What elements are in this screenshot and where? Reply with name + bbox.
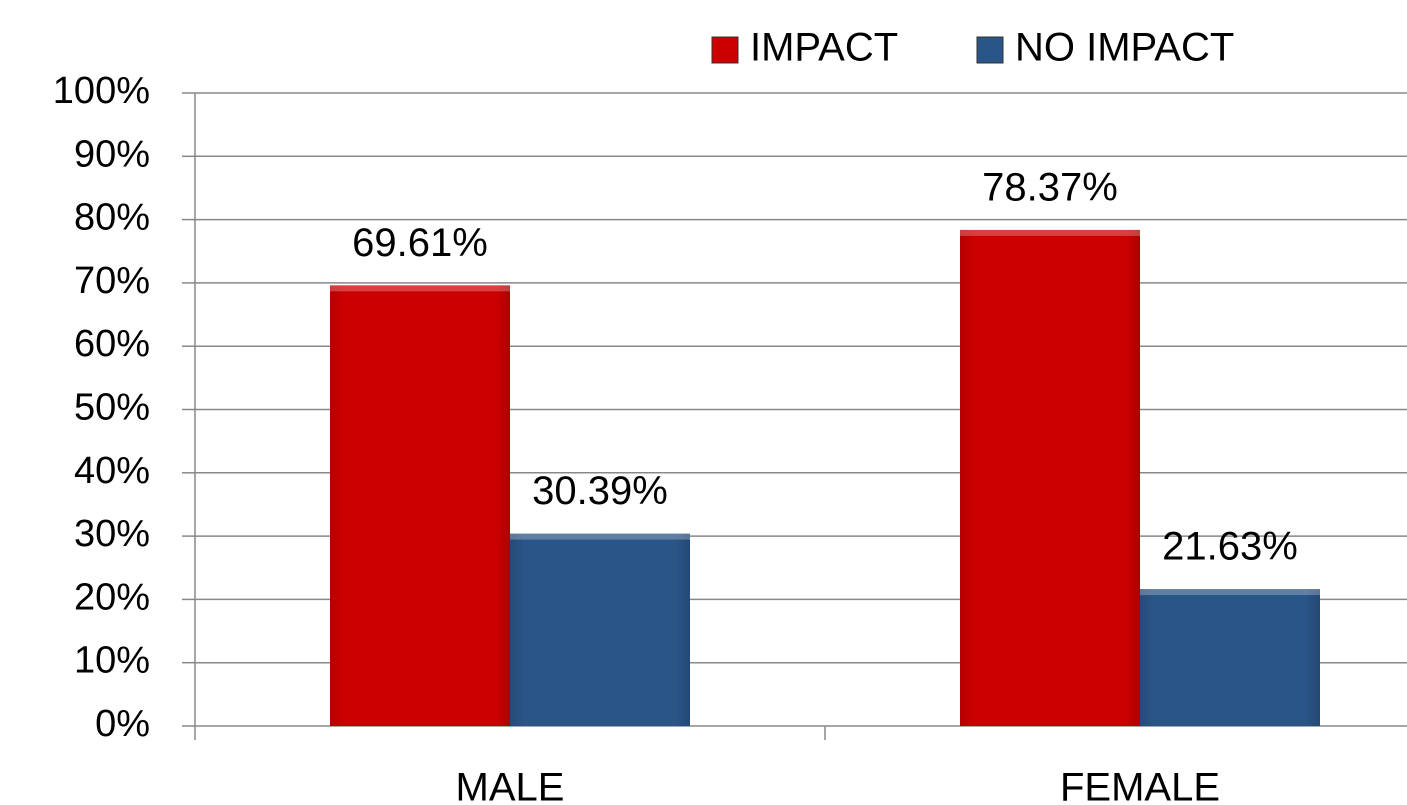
y-tick-label: 90% (74, 133, 150, 175)
value-label: 69.61% (352, 221, 488, 265)
bar-top (330, 285, 510, 292)
bar-shade (330, 285, 510, 726)
bar-top (960, 229, 1140, 236)
y-tick-label: 20% (74, 576, 150, 618)
x-tick-label: MALE (456, 766, 565, 805)
legend-label: NO IMPACT (1015, 26, 1234, 70)
y-tick-label: 10% (74, 640, 150, 682)
value-label: 21.63% (1162, 525, 1298, 569)
bar-shade (510, 533, 690, 726)
x-tick-label: FEMALE (1060, 766, 1220, 805)
y-tick-label: 40% (74, 450, 150, 492)
y-tick-label: 0% (95, 703, 150, 745)
legend-label: IMPACT (750, 26, 898, 70)
value-label: 78.37% (982, 165, 1118, 209)
y-tick-label: 80% (74, 197, 150, 239)
bar-shade (1140, 589, 1320, 726)
y-tick-label: 70% (74, 260, 150, 302)
legend-swatch (976, 36, 1004, 64)
legend-swatch (711, 36, 739, 64)
value-label: 30.39% (532, 469, 668, 513)
y-tick-label: 60% (74, 323, 150, 365)
y-tick-label: 50% (74, 387, 150, 429)
bar-shade (960, 229, 1140, 726)
y-tick-label: 100% (53, 70, 150, 112)
bar-top (510, 533, 690, 540)
y-tick-label: 30% (74, 513, 150, 555)
bar-top (1140, 589, 1320, 596)
